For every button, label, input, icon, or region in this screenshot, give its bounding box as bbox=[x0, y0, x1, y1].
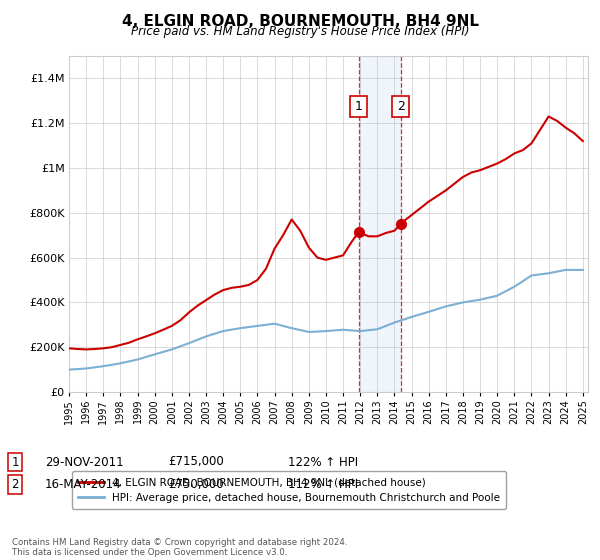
Text: 1: 1 bbox=[355, 100, 362, 113]
Legend: 4, ELGIN ROAD, BOURNEMOUTH, BH4 9NL (detached house), HPI: Average price, detach: 4, ELGIN ROAD, BOURNEMOUTH, BH4 9NL (det… bbox=[71, 471, 506, 509]
Text: 122% ↑ HPI: 122% ↑ HPI bbox=[288, 455, 358, 469]
Text: 2: 2 bbox=[11, 478, 19, 491]
Text: 16-MAY-2014: 16-MAY-2014 bbox=[45, 478, 122, 491]
Text: £750,000: £750,000 bbox=[168, 478, 224, 491]
Text: 112% ↑ HPI: 112% ↑ HPI bbox=[288, 478, 358, 491]
Text: Contains HM Land Registry data © Crown copyright and database right 2024.
This d: Contains HM Land Registry data © Crown c… bbox=[12, 538, 347, 557]
Text: £715,000: £715,000 bbox=[168, 455, 224, 469]
Text: 1: 1 bbox=[11, 455, 19, 469]
Text: 4, ELGIN ROAD, BOURNEMOUTH, BH4 9NL: 4, ELGIN ROAD, BOURNEMOUTH, BH4 9NL bbox=[121, 14, 479, 29]
Text: Price paid vs. HM Land Registry's House Price Index (HPI): Price paid vs. HM Land Registry's House … bbox=[131, 25, 469, 38]
Bar bbox=[359, 56, 401, 392]
Text: 29-NOV-2011: 29-NOV-2011 bbox=[45, 455, 124, 469]
Text: 2: 2 bbox=[397, 100, 405, 113]
